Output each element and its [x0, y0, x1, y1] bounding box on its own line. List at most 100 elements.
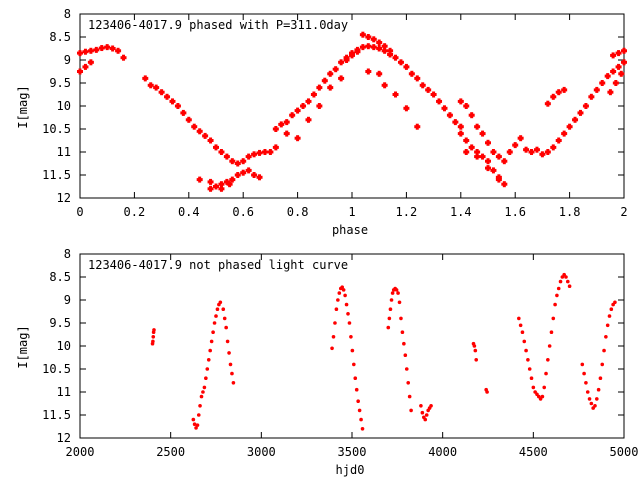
data-point — [423, 417, 428, 422]
data-point — [474, 358, 479, 362]
data-point — [365, 43, 372, 50]
data-point — [223, 178, 230, 185]
data-point — [346, 312, 350, 316]
data-point — [550, 144, 557, 151]
data-point — [256, 174, 263, 181]
data-point — [376, 39, 383, 46]
data-point — [381, 47, 388, 54]
data-point — [229, 158, 236, 165]
data-point — [211, 330, 215, 335]
x-tick-label: 3000 — [247, 445, 276, 459]
data-point — [218, 185, 225, 192]
data-point — [289, 112, 296, 119]
data-point — [215, 307, 220, 312]
data-point — [195, 423, 200, 427]
data-point — [207, 185, 214, 192]
data-point — [607, 89, 614, 96]
data-point — [457, 98, 464, 105]
data-point — [354, 387, 359, 392]
data-point — [593, 86, 600, 93]
data-point — [283, 119, 290, 126]
data-point — [572, 116, 579, 123]
data-point — [256, 149, 263, 156]
data-point — [463, 149, 470, 155]
data-point — [615, 63, 622, 70]
data-point — [520, 330, 525, 335]
data-point — [495, 153, 502, 160]
x-tick-label: 1.8 — [559, 205, 581, 219]
data-point — [589, 401, 594, 406]
data-point — [547, 344, 552, 348]
data-point — [551, 316, 556, 321]
plot-frame — [79, 13, 625, 199]
data-point — [588, 93, 595, 100]
data-point — [604, 335, 608, 339]
data-point — [564, 275, 568, 279]
data-point — [414, 123, 421, 130]
data-point — [463, 103, 470, 109]
data-point — [523, 146, 530, 153]
data-point — [406, 381, 411, 385]
data-point — [553, 302, 557, 307]
x-tick-label: 2000 — [66, 445, 95, 459]
data-point — [196, 413, 201, 417]
data-point — [596, 387, 601, 392]
data-point — [354, 48, 361, 55]
data-point — [349, 335, 353, 339]
data-point — [609, 307, 614, 312]
data-point — [457, 130, 464, 137]
data-point — [321, 77, 328, 84]
data-point — [610, 52, 617, 59]
data-point — [419, 404, 423, 408]
data-point — [334, 307, 339, 312]
x-axis-label: phase — [332, 223, 368, 237]
data-point — [229, 176, 236, 183]
data-point — [341, 288, 346, 292]
data-point — [512, 142, 519, 149]
data-point — [191, 123, 198, 130]
data-point — [327, 84, 334, 91]
data-point — [550, 93, 557, 100]
data-point — [585, 390, 590, 394]
data-point — [381, 82, 388, 89]
data-point — [349, 52, 355, 59]
data-point — [479, 153, 486, 160]
data-point — [359, 44, 366, 51]
data-point — [115, 47, 122, 54]
data-point — [540, 394, 545, 399]
data-point — [595, 397, 599, 401]
data-point — [542, 385, 547, 390]
data-point — [602, 348, 606, 353]
data-point — [77, 50, 83, 57]
data-point — [409, 408, 413, 413]
data-point — [204, 376, 208, 381]
y-tick-label: 8 — [64, 247, 71, 261]
chart-title: 123406-4017.9 not phased light curve — [88, 258, 348, 272]
data-point — [473, 348, 478, 353]
data-point — [424, 413, 429, 417]
data-point — [234, 172, 241, 178]
data-point — [394, 288, 399, 292]
data-point — [539, 151, 546, 158]
data-point — [333, 321, 337, 325]
data-point — [593, 404, 597, 408]
data-point — [370, 44, 377, 51]
data-point — [214, 314, 218, 318]
data-point — [531, 385, 536, 390]
x-tick-label: 0.2 — [124, 205, 146, 219]
data-point — [224, 325, 228, 330]
data-point — [495, 174, 502, 181]
data-point — [404, 367, 409, 371]
data-point — [567, 284, 572, 289]
data-point — [612, 80, 619, 86]
data-point — [549, 330, 554, 335]
y-tick-label: 8.5 — [49, 30, 71, 44]
y-tick-label: 11.5 — [42, 168, 71, 182]
data-point — [518, 323, 523, 328]
data-point — [344, 302, 349, 307]
data-point — [544, 100, 551, 107]
data-point — [87, 47, 94, 54]
y-tick-label: 8.5 — [49, 270, 71, 284]
data-point — [191, 417, 196, 422]
y-tick-label: 9.5 — [49, 76, 71, 90]
